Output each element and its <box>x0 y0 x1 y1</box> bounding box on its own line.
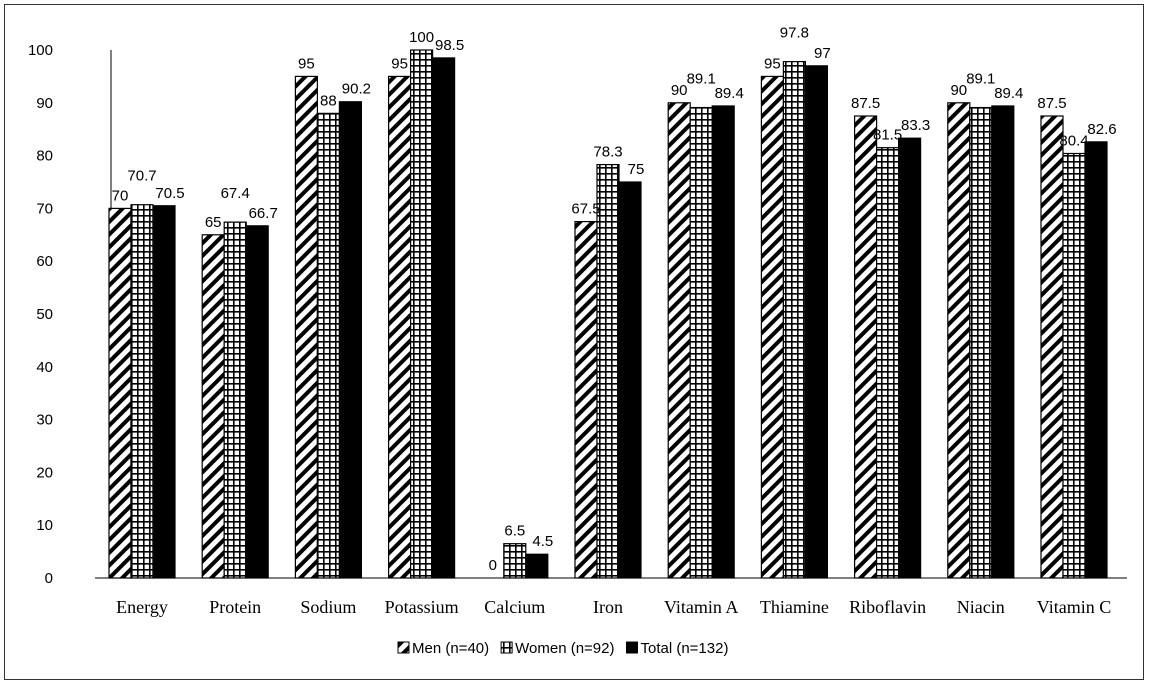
legend-item: Women (n=92) <box>500 640 614 657</box>
bar <box>294 75 318 579</box>
y-tick-label: 0 <box>45 570 53 587</box>
bar <box>201 234 225 579</box>
data-label: 70.5 <box>155 185 184 202</box>
x-category-label: Calcium <box>484 597 545 617</box>
data-label: 6.5 <box>504 523 525 540</box>
bar <box>969 106 993 579</box>
data-label: 95 <box>298 55 315 72</box>
data-label: 95 <box>391 55 408 72</box>
data-label: 67.5 <box>571 201 600 218</box>
data-label: 66.7 <box>249 205 278 222</box>
bar <box>316 112 340 579</box>
bar <box>503 543 527 579</box>
data-label: 100 <box>409 29 434 46</box>
data-label: 82.6 <box>1087 121 1116 138</box>
bar <box>875 147 900 579</box>
data-label: 80.4 <box>1059 132 1088 149</box>
data-label: 89.1 <box>966 71 995 88</box>
x-category-label: Vitamin A <box>664 597 738 617</box>
data-label: 70 <box>112 187 129 204</box>
y-tick-label: 40 <box>36 359 53 376</box>
x-category-label: Potassium <box>385 597 459 617</box>
data-label: 90 <box>671 82 688 99</box>
data-label: 95 <box>764 55 781 72</box>
bar <box>223 221 247 579</box>
bar <box>689 106 713 579</box>
bar <box>130 204 154 579</box>
data-label: 87.5 <box>851 95 880 112</box>
data-label: 90.2 <box>342 81 371 98</box>
y-tick-label: 60 <box>36 253 53 270</box>
y-tick-label: 10 <box>36 517 53 534</box>
y-tick-label: 20 <box>36 464 53 481</box>
x-category-label: Niacin <box>957 597 1005 617</box>
data-label: 89.4 <box>994 85 1023 102</box>
legend-swatch <box>500 641 513 654</box>
bar <box>804 65 829 579</box>
bar <box>108 207 132 579</box>
y-tick-label: 30 <box>36 412 53 429</box>
x-category-label: Iron <box>593 597 623 617</box>
data-label: 98.5 <box>435 37 464 54</box>
bar <box>596 163 620 579</box>
y-tick-label: 50 <box>36 306 53 323</box>
data-label: 81.5 <box>873 127 902 144</box>
data-label: 75 <box>628 161 645 178</box>
data-label: 87.5 <box>1037 95 1066 112</box>
bar-chart: 0 10 20 30 40 50 60 70 80 90 100 Energy Protein Sodiu… <box>28 25 1127 657</box>
y-tick-label: 90 <box>36 95 53 112</box>
y-tick-label: 100 <box>28 42 53 59</box>
bar <box>897 137 922 579</box>
bar <box>782 61 807 579</box>
bar <box>245 225 269 579</box>
data-label: 97.8 <box>780 25 809 42</box>
y-tick-label: 70 <box>36 200 53 217</box>
data-label: 89.4 <box>715 85 744 102</box>
bar <box>991 105 1015 579</box>
data-label: 4.5 <box>532 533 553 550</box>
x-category-label: Energy <box>116 597 168 617</box>
bar <box>152 205 176 579</box>
data-label: 70.7 <box>127 168 156 185</box>
bar <box>338 101 362 579</box>
data-label: 97 <box>814 45 831 62</box>
legend-swatch <box>625 641 638 654</box>
chart-frame: 0 10 20 30 40 50 60 70 80 90 100 Energy Protein Sodiu… <box>4 4 1144 680</box>
data-label: 65 <box>205 214 222 231</box>
legend-item: Total (n=132) <box>625 640 728 657</box>
bar <box>388 75 412 579</box>
bar <box>525 553 549 579</box>
bar <box>853 115 878 579</box>
data-label: 83.3 <box>901 117 930 134</box>
legend-label: Total (n=132) <box>640 640 728 657</box>
x-category-label: Protein <box>209 597 261 617</box>
bar <box>1084 141 1108 579</box>
bar <box>410 49 434 579</box>
bar <box>711 105 735 579</box>
x-category-label: Riboflavin <box>849 597 926 617</box>
bar <box>574 221 598 579</box>
x-category-label: Thiamine <box>760 597 829 617</box>
bar <box>760 75 785 579</box>
legend-item: Men (n=40) <box>397 640 489 657</box>
bar <box>618 181 642 579</box>
data-label: 67.4 <box>221 185 250 202</box>
data-label: 89.1 <box>687 71 716 88</box>
data-label: 0 <box>489 557 497 574</box>
y-tick-label: 80 <box>36 148 53 165</box>
bar <box>947 102 971 579</box>
data-label: 90 <box>950 82 967 99</box>
bar <box>1062 152 1086 579</box>
legend-label: Women (n=92) <box>515 640 614 657</box>
x-category-label: Vitamin C <box>1037 597 1111 617</box>
data-label: 88 <box>320 92 337 109</box>
data-label: 78.3 <box>593 144 622 161</box>
legend-label: Men (n=40) <box>412 640 489 657</box>
bar <box>432 57 456 579</box>
legend-swatch <box>397 641 410 654</box>
x-category-label: Sodium <box>300 597 356 617</box>
bar <box>1040 115 1064 579</box>
bar <box>667 102 691 579</box>
